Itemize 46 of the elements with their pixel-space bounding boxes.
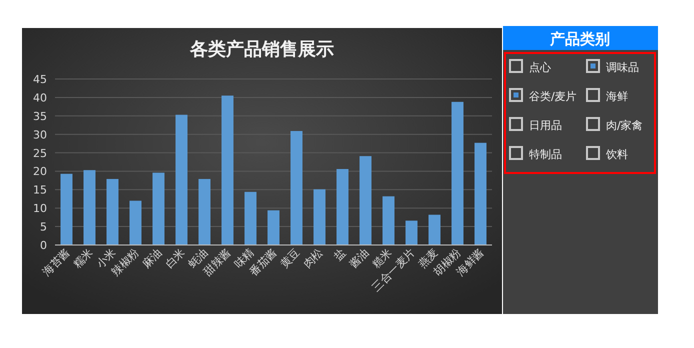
y-tick-label: 15 (33, 184, 47, 197)
y-tick-label: 5 (40, 220, 47, 234)
text: 产品类别 (549, 30, 610, 48)
x-tick-label: 盐 (332, 246, 349, 263)
bar (152, 172, 164, 245)
bar (198, 178, 210, 245)
x-tick-label: 白米 (162, 246, 188, 271)
x-tick-label: 麻油 (140, 246, 165, 271)
y-tick-label: 35 (33, 110, 47, 123)
y-tick-label: 45 (33, 73, 47, 86)
text: 肉/家禽 (606, 119, 643, 132)
y-tick-label: 0 (40, 239, 47, 252)
bar (474, 142, 486, 245)
bar (314, 189, 326, 245)
bar (244, 192, 256, 245)
bar (428, 214, 440, 245)
x-tick-label: 酱油 (346, 246, 372, 271)
bar (336, 169, 348, 245)
text: 海鲜 (606, 90, 628, 103)
bar (268, 210, 280, 245)
bar (60, 174, 72, 245)
bar (222, 96, 234, 245)
bar (176, 114, 188, 245)
bar (106, 178, 118, 245)
text: 饮料 (605, 148, 628, 161)
bar (130, 200, 142, 245)
bar (382, 196, 394, 245)
bar (290, 131, 302, 245)
y-tick-label: 10 (33, 202, 47, 216)
bar (84, 170, 96, 245)
bar (452, 102, 464, 245)
x-tick-label: 肉松 (300, 246, 326, 271)
text: 日用品 (529, 119, 562, 132)
bar (406, 220, 418, 245)
bar (360, 156, 372, 245)
text: 特制品 (529, 148, 562, 161)
x-tick-label: 糯米 (70, 246, 96, 271)
chart-title: 各类产品销售展示 (189, 39, 334, 60)
x-tick-label: 黄豆 (278, 246, 303, 271)
y-tick-label: 25 (33, 146, 47, 160)
y-tick-label: 30 (33, 128, 47, 142)
y-tick-label: 40 (33, 91, 47, 104)
text: 谷类/麦片 (529, 90, 577, 103)
y-tick-label: 20 (33, 165, 47, 178)
text: 调味品 (606, 61, 639, 74)
text: 点心 (529, 61, 551, 74)
